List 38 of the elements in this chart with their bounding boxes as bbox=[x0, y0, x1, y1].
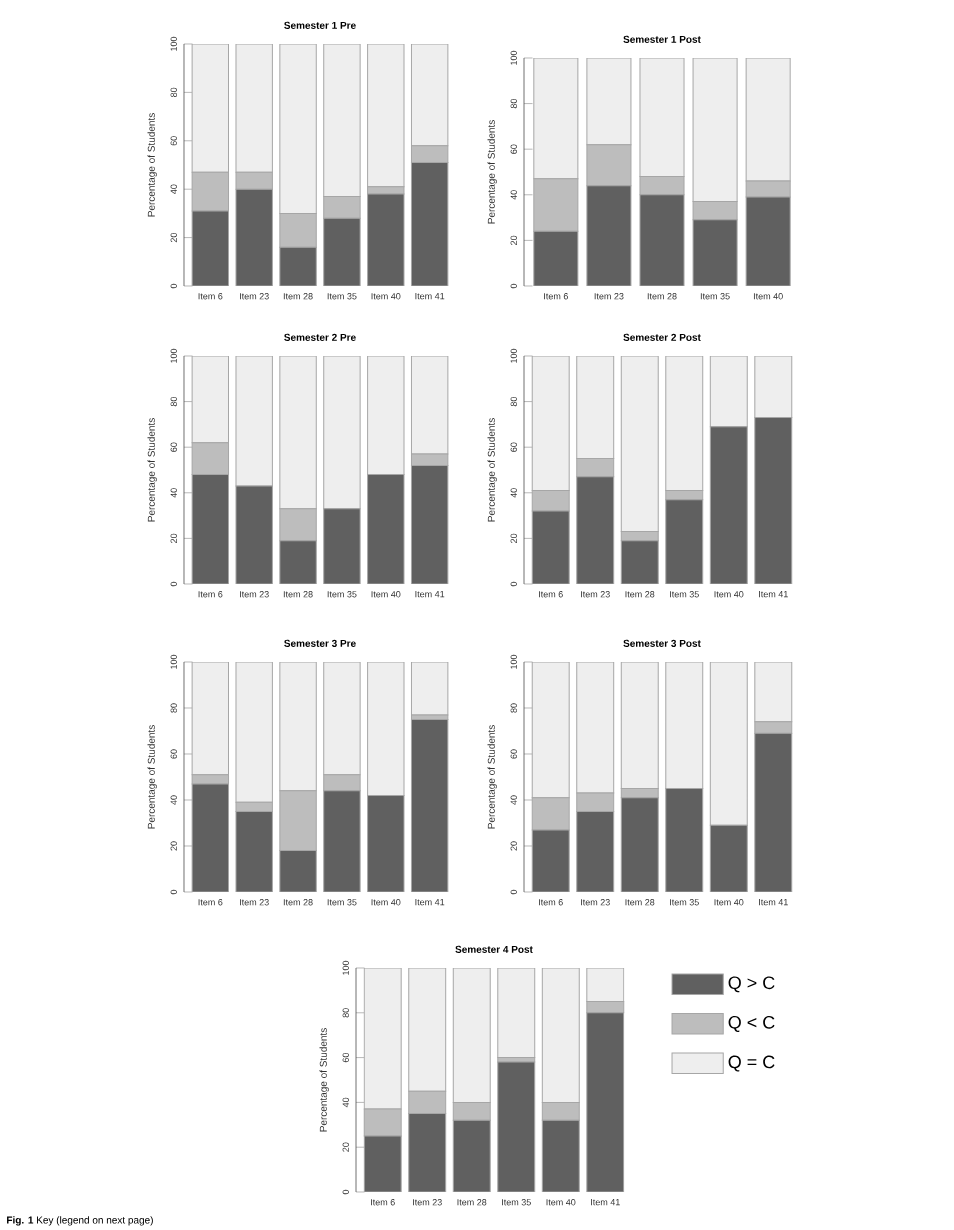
bar bbox=[532, 829, 570, 892]
bar bbox=[754, 661, 793, 723]
bar bbox=[410, 718, 449, 892]
bar bbox=[754, 732, 793, 892]
bar bbox=[576, 661, 615, 794]
bar bbox=[709, 355, 748, 428]
bar bbox=[235, 661, 273, 803]
bar bbox=[665, 788, 703, 892]
legend-label: Q > C bbox=[728, 976, 775, 993]
bar bbox=[576, 355, 615, 460]
bar bbox=[576, 792, 615, 812]
bar bbox=[665, 499, 703, 584]
bar bbox=[532, 511, 570, 584]
bar bbox=[576, 458, 615, 478]
bar bbox=[620, 661, 659, 789]
bar bbox=[531, 661, 570, 799]
bar bbox=[709, 661, 748, 826]
bar bbox=[665, 661, 704, 789]
bar bbox=[754, 417, 793, 584]
bar bbox=[191, 661, 230, 776]
legend-label: Q < C bbox=[728, 1015, 775, 1032]
bar bbox=[367, 193, 405, 286]
bar bbox=[576, 811, 614, 892]
bar bbox=[621, 797, 659, 892]
bar bbox=[235, 810, 273, 892]
bar bbox=[497, 1061, 536, 1192]
bar bbox=[754, 355, 793, 419]
bar bbox=[710, 426, 748, 584]
bar bbox=[497, 967, 536, 1059]
legend-label: Q = C bbox=[728, 1055, 775, 1072]
bar bbox=[665, 355, 704, 492]
bar bbox=[621, 540, 659, 584]
bar bbox=[576, 476, 614, 584]
bar bbox=[710, 825, 748, 892]
bar bbox=[367, 43, 405, 188]
bar bbox=[531, 355, 570, 492]
bar bbox=[410, 661, 449, 716]
bar bbox=[620, 355, 659, 533]
